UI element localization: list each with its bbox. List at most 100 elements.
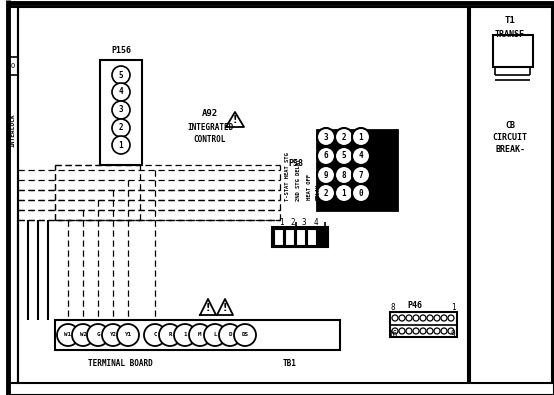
- Circle shape: [102, 324, 124, 346]
- Text: 8: 8: [342, 171, 346, 179]
- Circle shape: [392, 328, 398, 334]
- Circle shape: [87, 324, 109, 346]
- Text: 1: 1: [279, 218, 283, 227]
- Text: HEAT OFF: HEAT OFF: [307, 175, 312, 200]
- Bar: [390, 312, 457, 337]
- Text: 16: 16: [388, 330, 398, 339]
- Circle shape: [189, 324, 211, 346]
- Text: G: G: [96, 333, 100, 337]
- Circle shape: [112, 119, 130, 137]
- Circle shape: [448, 328, 454, 334]
- Text: 9: 9: [451, 330, 455, 339]
- Circle shape: [399, 315, 405, 321]
- Polygon shape: [200, 299, 216, 315]
- Text: CONTROL: CONTROL: [194, 135, 226, 143]
- Circle shape: [144, 324, 166, 346]
- Text: CB: CB: [505, 120, 515, 130]
- Text: 4: 4: [314, 218, 319, 227]
- Circle shape: [72, 324, 94, 346]
- Text: 4: 4: [358, 152, 363, 160]
- Bar: [307, 229, 316, 245]
- Bar: [493, 35, 533, 67]
- Circle shape: [112, 136, 130, 154]
- Text: 0: 0: [358, 188, 363, 198]
- Text: 1: 1: [451, 303, 455, 312]
- Text: 2: 2: [291, 218, 295, 227]
- Text: DS: DS: [242, 333, 249, 337]
- Text: R: R: [168, 333, 172, 337]
- Text: TB1: TB1: [283, 359, 297, 368]
- Bar: [274, 229, 283, 245]
- Bar: [100, 60, 142, 165]
- Circle shape: [204, 324, 226, 346]
- Text: 5: 5: [342, 152, 346, 160]
- Circle shape: [317, 147, 335, 165]
- Circle shape: [317, 184, 335, 202]
- Circle shape: [174, 324, 196, 346]
- Circle shape: [441, 315, 447, 321]
- Text: W2: W2: [80, 333, 86, 337]
- Text: 1: 1: [342, 188, 346, 198]
- Text: !: !: [206, 303, 211, 313]
- Bar: [470, 7, 552, 383]
- Text: CIRCUIT: CIRCUIT: [493, 132, 527, 141]
- Circle shape: [234, 324, 256, 346]
- Text: D: D: [228, 333, 232, 337]
- Circle shape: [317, 166, 335, 184]
- Text: P156: P156: [111, 46, 131, 55]
- Circle shape: [112, 83, 130, 101]
- Text: L: L: [213, 333, 217, 337]
- Circle shape: [57, 324, 79, 346]
- Circle shape: [352, 128, 370, 146]
- Text: 1: 1: [119, 141, 124, 149]
- Text: TRANSF: TRANSF: [495, 30, 525, 39]
- Circle shape: [420, 328, 426, 334]
- Bar: [18, 7, 468, 383]
- Circle shape: [448, 315, 454, 321]
- Text: 3: 3: [302, 218, 306, 227]
- Bar: [390, 325, 457, 337]
- Circle shape: [352, 184, 370, 202]
- Circle shape: [335, 166, 353, 184]
- Circle shape: [413, 328, 419, 334]
- Polygon shape: [217, 299, 233, 315]
- Text: 2: 2: [342, 132, 346, 141]
- Circle shape: [112, 101, 130, 119]
- Circle shape: [317, 128, 335, 146]
- Text: P58: P58: [288, 158, 303, 167]
- Text: M: M: [198, 333, 202, 337]
- Bar: [285, 229, 294, 245]
- Bar: [317, 130, 397, 210]
- Text: 6: 6: [324, 152, 329, 160]
- Circle shape: [441, 328, 447, 334]
- Bar: [55, 320, 340, 350]
- Circle shape: [335, 147, 353, 165]
- Text: 2ND STG DELAY: 2ND STG DELAY: [296, 158, 301, 201]
- Text: TERMINAL BOARD: TERMINAL BOARD: [88, 359, 152, 368]
- Circle shape: [434, 328, 440, 334]
- Text: T1: T1: [505, 16, 515, 25]
- Text: T-STAT HEAT STG: T-STAT HEAT STG: [285, 152, 290, 201]
- Circle shape: [159, 324, 181, 346]
- Circle shape: [427, 315, 433, 321]
- Text: !: !: [233, 115, 237, 125]
- Text: C: C: [153, 333, 157, 337]
- Circle shape: [427, 328, 433, 334]
- Text: 9: 9: [324, 171, 329, 179]
- Circle shape: [406, 315, 412, 321]
- Bar: [272, 227, 328, 247]
- Text: INTEGRATED: INTEGRATED: [187, 122, 233, 132]
- Text: W1: W1: [64, 333, 71, 337]
- Circle shape: [335, 184, 353, 202]
- Bar: [296, 229, 305, 245]
- Text: P46: P46: [408, 301, 423, 310]
- Text: Y1: Y1: [125, 333, 131, 337]
- Circle shape: [392, 315, 398, 321]
- Circle shape: [335, 128, 353, 146]
- Circle shape: [112, 66, 130, 84]
- Text: Y2: Y2: [110, 333, 116, 337]
- Text: DELAY: DELAY: [316, 184, 321, 200]
- Text: 3: 3: [324, 132, 329, 141]
- Bar: [8, 57, 18, 75]
- Circle shape: [219, 324, 241, 346]
